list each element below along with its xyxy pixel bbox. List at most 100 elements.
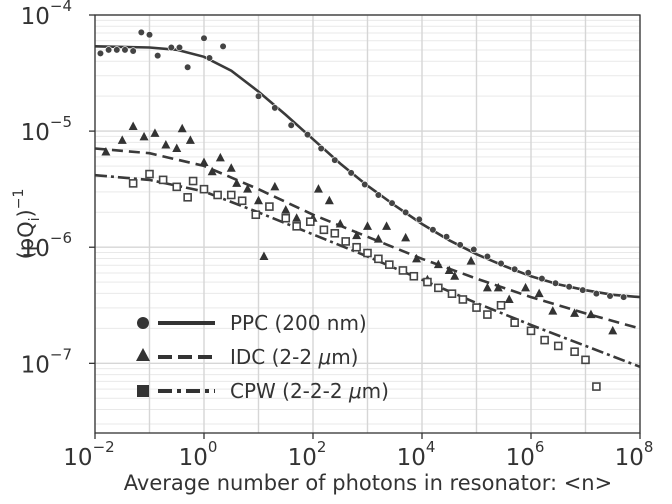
y-tick-label: 10−7 bbox=[21, 345, 72, 378]
data-point-circle bbox=[129, 47, 137, 55]
data-point-circle bbox=[331, 156, 339, 164]
data-point-triangle bbox=[444, 265, 454, 274]
data-point-square bbox=[496, 300, 506, 310]
data-point-triangle bbox=[352, 230, 362, 240]
data-point-circle bbox=[483, 252, 492, 261]
data-point-triangle bbox=[139, 131, 149, 141]
data-point-square bbox=[592, 382, 601, 391]
data-point-triangle bbox=[433, 259, 443, 269]
data-point-square bbox=[447, 289, 457, 298]
legend-label-idc: IDC (2-2 μm) bbox=[230, 345, 358, 369]
fit-line-triangle bbox=[94, 147, 641, 330]
data-point-square bbox=[472, 303, 481, 312]
data-point-circle bbox=[429, 226, 437, 234]
legend-entry-cpw: CPW (2-2-2 μm) bbox=[137, 379, 389, 403]
data-point-square bbox=[292, 222, 301, 231]
data-point-square bbox=[199, 184, 209, 194]
data-point-circle bbox=[361, 180, 369, 189]
data-point-triangle bbox=[150, 128, 160, 137]
data-point-triangle bbox=[185, 135, 195, 144]
data-point-triangle bbox=[586, 309, 596, 319]
data-point-square bbox=[553, 341, 563, 351]
data-point-triangle bbox=[373, 234, 383, 243]
legend-label-ppc: PPC (200 nm) bbox=[230, 311, 367, 335]
data-point-circle bbox=[205, 54, 214, 62]
data-point-circle bbox=[551, 279, 560, 287]
data-point-circle bbox=[374, 191, 383, 199]
data-point-circle bbox=[303, 130, 312, 139]
x-tick-label: 100 bbox=[179, 438, 218, 471]
data-point-circle bbox=[184, 63, 192, 71]
data-point-circle bbox=[154, 52, 162, 60]
data-point-circle bbox=[105, 46, 113, 54]
data-point-square bbox=[183, 192, 192, 202]
tick-layer: 10−2 100 102 104 106 108 10−7 10−6 10−5 10−4 bbox=[21, 0, 654, 471]
legend-marker-triangle bbox=[136, 348, 150, 361]
data-point-circle bbox=[271, 104, 279, 112]
data-point-circle bbox=[96, 49, 105, 57]
data-point-triangle bbox=[270, 181, 280, 191]
data-point-circle bbox=[538, 274, 546, 283]
plot-frame bbox=[94, 14, 641, 434]
data-point-square bbox=[172, 182, 182, 192]
data-point-square bbox=[526, 326, 536, 336]
data-point-square bbox=[423, 277, 432, 287]
data-point-circle bbox=[511, 265, 519, 273]
data-point-triangle bbox=[548, 306, 558, 315]
data-point-circle bbox=[456, 241, 464, 249]
data-point-circle bbox=[565, 283, 573, 291]
data-point-circle bbox=[470, 245, 478, 254]
data-point-circle bbox=[402, 208, 410, 216]
data-point-triangle bbox=[382, 221, 392, 230]
data-point-square bbox=[458, 295, 468, 304]
x-tick-label: 106 bbox=[506, 438, 545, 471]
data-point-triangle bbox=[172, 143, 182, 153]
data-point-square bbox=[581, 355, 590, 365]
data-point-square bbox=[265, 202, 274, 211]
data-point-square bbox=[319, 225, 329, 235]
data-point-triangle bbox=[292, 213, 302, 222]
data-point-triangle bbox=[504, 294, 514, 303]
data-point-square bbox=[384, 260, 394, 269]
data-point-circle bbox=[579, 286, 587, 294]
data-point-triangle bbox=[534, 288, 544, 298]
data-point-circle bbox=[388, 199, 396, 207]
y-axis-label: (pQi)−1 bbox=[11, 189, 43, 260]
data-point-triangle bbox=[335, 219, 345, 228]
x-tick-label: 108 bbox=[615, 438, 654, 471]
data-point-triangle bbox=[521, 282, 531, 292]
data-point-circle bbox=[620, 293, 628, 301]
data-point-square bbox=[483, 310, 492, 319]
data-point-triangle bbox=[215, 152, 225, 162]
data-point-triangle bbox=[226, 163, 236, 172]
data-point-triangle bbox=[207, 166, 217, 176]
data-point-circle bbox=[524, 269, 532, 277]
data-point-square bbox=[409, 271, 419, 281]
legend-marker-circle bbox=[137, 317, 149, 329]
data-point-triangle bbox=[493, 282, 503, 292]
data-point-triangle bbox=[281, 205, 291, 214]
legend-label-cpw: CPW (2-2-2 μm) bbox=[230, 379, 389, 403]
data-point-square bbox=[145, 169, 154, 179]
data-point-square bbox=[128, 179, 138, 188]
data-point-square bbox=[158, 175, 168, 185]
data-point-triangle bbox=[199, 157, 209, 166]
x-tick-label: 10−2 bbox=[63, 438, 114, 471]
data-point-circle bbox=[113, 46, 121, 54]
y-tick-label: 10−4 bbox=[21, 0, 72, 30]
data-point-circle bbox=[442, 233, 451, 241]
data-point-square bbox=[363, 248, 372, 258]
data-point-triangle bbox=[259, 251, 269, 261]
x-tick-label: 104 bbox=[397, 438, 436, 471]
data-point-square bbox=[237, 196, 247, 206]
data-point-circle bbox=[317, 144, 325, 153]
data-point-circle bbox=[175, 43, 184, 52]
data-point-triangle bbox=[608, 325, 618, 335]
x-axis-label: Average number of photons in resonator: … bbox=[124, 471, 612, 495]
data-point-circle bbox=[121, 46, 129, 54]
legend: PPC (200 nm) IDC (2-2 μm) CPW (2-2-2 μm) bbox=[136, 311, 389, 403]
data-point-square bbox=[341, 237, 351, 246]
y-tick-label: 10−5 bbox=[21, 113, 72, 146]
data-point-triangle bbox=[243, 184, 253, 193]
data-point-triangle bbox=[101, 147, 111, 156]
